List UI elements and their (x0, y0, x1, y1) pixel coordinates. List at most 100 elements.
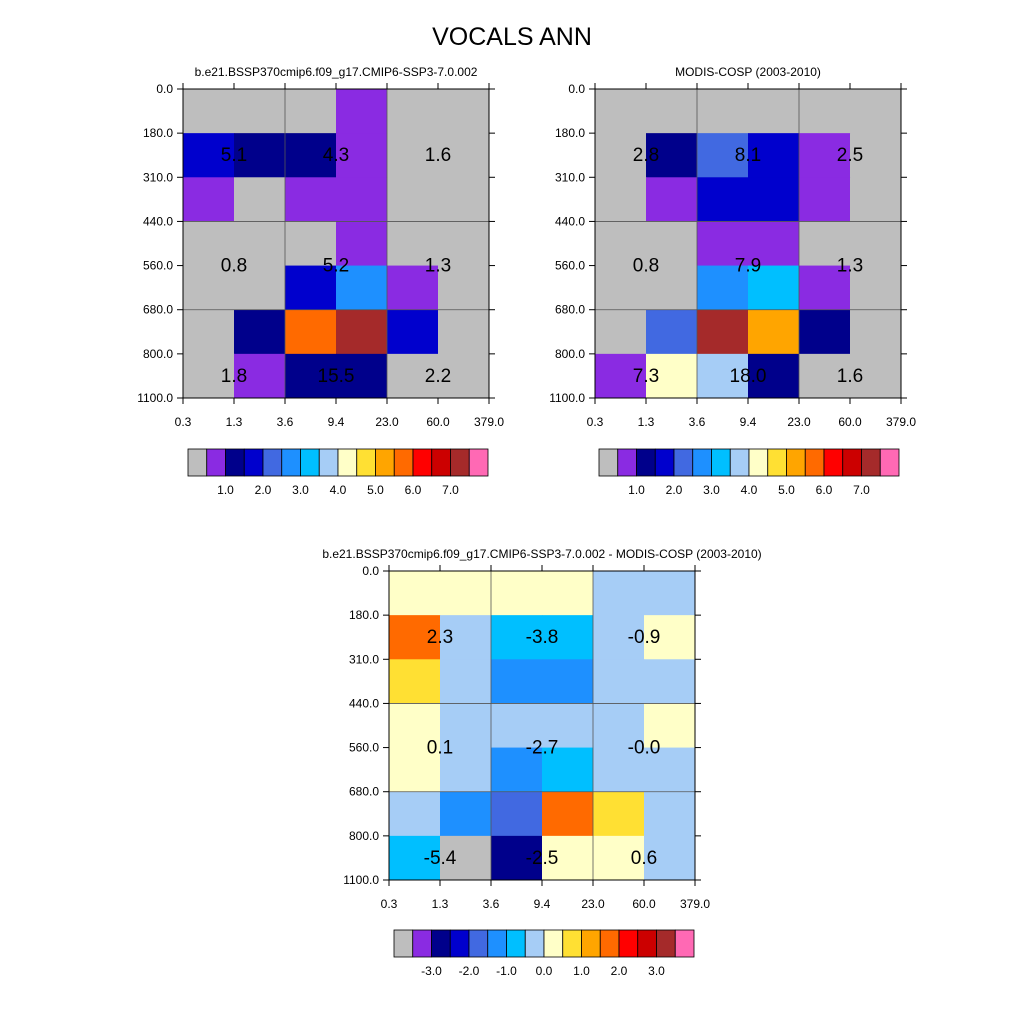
heatmap-cell (799, 177, 851, 222)
cell-value-label: 7.3 (633, 366, 659, 387)
heatmap-cell (438, 89, 490, 134)
x-tick-label: 23.0 (375, 415, 399, 429)
colorbar-label: 5.0 (367, 483, 384, 497)
cell-value-label: 2.8 (633, 145, 659, 166)
cell-value-label: 1.6 (425, 145, 451, 166)
heatmap-cell (285, 265, 337, 311)
heatmap-cell (850, 265, 902, 311)
cell-value-label: 0.8 (221, 256, 247, 277)
y-tick-label: 310.0 (555, 170, 585, 184)
heatmap-cell (697, 265, 749, 311)
heatmap-cell (440, 571, 492, 616)
colorbar-label: -1.0 (496, 964, 517, 978)
heatmap-cell (285, 221, 337, 266)
colorbar-swatch (674, 929, 695, 958)
colorbar-swatch (729, 448, 750, 477)
x-tick-label: 9.4 (328, 415, 345, 429)
y-tick-label: 310.0 (349, 652, 379, 666)
heatmap-cell (234, 309, 286, 355)
colorbar-swatch (581, 929, 601, 958)
heatmap-cell (748, 221, 800, 266)
cell-value-label: 15.5 (318, 366, 355, 387)
heatmap-cell (850, 221, 902, 266)
heatmap-cell (336, 221, 388, 266)
colorbar-swatch (375, 448, 395, 477)
colorbar-swatch (225, 448, 245, 477)
cell-value-label: -5.4 (424, 848, 457, 869)
heatmap-cell (438, 177, 490, 222)
heatmap-cell (336, 309, 388, 355)
colorbar-label: 1.0 (628, 483, 645, 497)
heatmap-cell (387, 353, 439, 399)
colorbar-swatch (598, 448, 619, 477)
heatmap-cell (438, 309, 490, 355)
heatmap-cell (697, 133, 749, 178)
panel-model: b.e21.BSSP370cmip6.f09_g17.CMIP6-SSP3-7.… (137, 65, 504, 497)
heatmap-cell (748, 133, 800, 178)
heatmap-cell (646, 221, 698, 266)
cell-value-label: -2.7 (526, 738, 559, 759)
y-tick-label: 0.0 (156, 82, 173, 96)
colorbar-swatch (412, 448, 433, 477)
heatmap-cell (748, 89, 800, 134)
heatmap-cell (234, 133, 286, 178)
colorbar-swatch (767, 448, 787, 477)
colorbar-swatch (431, 448, 451, 477)
heatmap-cell (234, 177, 286, 222)
y-tick-label: 800.0 (143, 347, 173, 361)
heatmap-cell (748, 177, 800, 222)
heatmap-cell (183, 221, 235, 266)
y-tick-label: 560.0 (349, 741, 379, 755)
colorbar-swatch (656, 929, 676, 958)
y-tick-label: 180.0 (555, 126, 585, 140)
colorbar-label: 6.0 (816, 483, 833, 497)
y-tick-label: 680.0 (555, 303, 585, 317)
x-tick-label: 379.0 (886, 415, 916, 429)
x-tick-label: 3.6 (689, 415, 706, 429)
heatmap-cell (644, 747, 696, 793)
heatmap-cell (850, 353, 902, 399)
colorbar-swatch (692, 448, 712, 477)
heatmap-cell (438, 265, 490, 311)
cell-value-label: -0.0 (628, 738, 661, 759)
y-tick-label: 560.0 (555, 259, 585, 273)
y-tick-label: 1100.0 (549, 391, 585, 405)
colorbar-label: 1.0 (217, 483, 234, 497)
heatmap-cell (440, 835, 492, 881)
heatmap-cell (646, 133, 698, 178)
heatmap-cell (491, 835, 543, 881)
heatmap-cell (440, 791, 492, 837)
colorbar-label: 5.0 (778, 483, 795, 497)
colorbar-swatch (861, 448, 881, 477)
colorbar-label: 4.0 (741, 483, 758, 497)
x-tick-label: 60.0 (426, 415, 450, 429)
heatmap-cell (748, 265, 800, 311)
y-tick-label: 1100.0 (137, 391, 173, 405)
x-tick-label: 23.0 (581, 897, 605, 911)
heatmap-cell (697, 89, 749, 134)
x-tick-label: 379.0 (680, 897, 710, 911)
cell-value-label: 1.6 (837, 366, 863, 387)
heatmap-cell (336, 265, 388, 311)
y-tick-label: 680.0 (143, 303, 173, 317)
colorbar-swatch (673, 448, 694, 477)
heatmap-cell (336, 133, 388, 178)
y-tick-label: 800.0 (349, 829, 379, 843)
heatmap-cell (542, 791, 594, 837)
heatmap-cell (183, 133, 235, 178)
colorbar-swatch (487, 929, 507, 958)
colorbar-swatch (337, 448, 358, 477)
heatmap-cell (183, 309, 235, 355)
cell-value-label: 2.2 (425, 366, 451, 387)
colorbar-swatch (879, 448, 900, 477)
colorbar-label: 0.0 (536, 964, 553, 978)
heatmap-cell (799, 133, 851, 178)
heatmap-cell (644, 659, 696, 704)
heatmap-cell (595, 265, 647, 311)
cell-value-label: 1.3 (425, 256, 451, 277)
heatmap-cell (799, 89, 851, 134)
heatmap-cell (389, 791, 441, 837)
y-tick-label: 440.0 (555, 214, 585, 228)
heatmap-cell (491, 615, 543, 660)
